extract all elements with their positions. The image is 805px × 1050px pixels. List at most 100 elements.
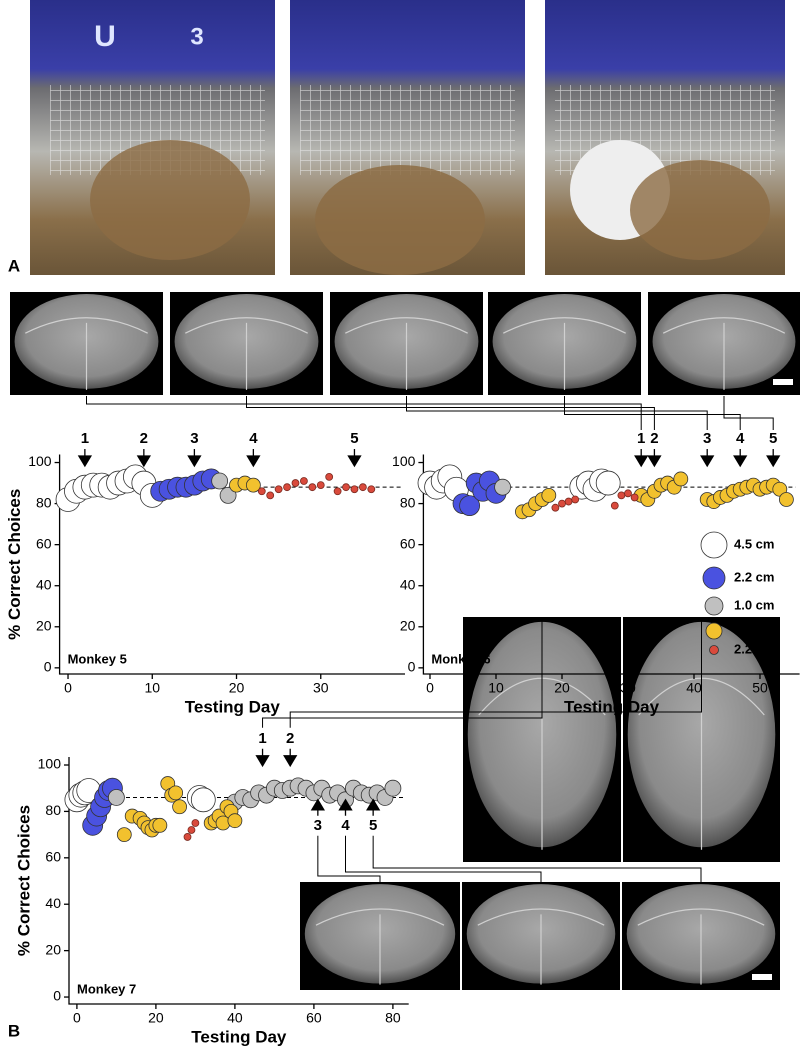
x-tick-label: 40 xyxy=(227,1010,243,1026)
monkey xyxy=(90,140,250,260)
connector xyxy=(345,835,542,882)
x-axis-label: Testing Day xyxy=(185,697,281,716)
data-point xyxy=(308,483,317,492)
arrow-label: 2 xyxy=(286,730,294,747)
data-point xyxy=(595,470,621,496)
data-point xyxy=(283,483,291,492)
data-point xyxy=(183,833,192,841)
data-point xyxy=(191,819,200,827)
y-axis-label: % Correct Choices xyxy=(14,805,33,956)
arrow xyxy=(647,449,662,468)
connector xyxy=(289,617,702,728)
data-point xyxy=(541,487,557,503)
monkey-label: Monkey 6 xyxy=(431,651,490,666)
mri-fold xyxy=(345,317,468,390)
data-point xyxy=(219,486,237,504)
data-point xyxy=(358,483,367,492)
y-tick-label: 60 xyxy=(45,849,61,865)
connector xyxy=(262,617,543,728)
legend-label: 4.5 mm xyxy=(734,622,779,637)
panel-label: B xyxy=(8,1021,20,1040)
x-tick-label: 50 xyxy=(752,680,768,696)
arrow-label: 2 xyxy=(650,430,658,447)
arrow xyxy=(187,449,202,468)
axis-line xyxy=(422,454,800,675)
data-point xyxy=(333,487,342,496)
arrow-label: 3 xyxy=(703,430,711,447)
legend-label: 2.2 cm xyxy=(734,569,774,584)
x-tick-label: 0 xyxy=(64,680,72,696)
y-tick-label: 80 xyxy=(36,494,52,510)
data-point xyxy=(316,481,325,490)
data-point xyxy=(624,489,632,498)
legend-swatch xyxy=(700,531,728,559)
arrow xyxy=(77,449,93,468)
arrow xyxy=(733,449,748,468)
monkey-label: Monkey 7 xyxy=(77,981,136,996)
monkey xyxy=(315,165,485,275)
arrow-label: 5 xyxy=(350,430,358,447)
data-point xyxy=(350,485,359,494)
x-tick-label: 20 xyxy=(148,1010,164,1026)
axis-line xyxy=(58,454,405,675)
data-point xyxy=(257,487,266,496)
mri-fold xyxy=(637,908,765,985)
y-tick-label: 20 xyxy=(45,941,61,957)
x-tick-label: 60 xyxy=(306,1010,322,1026)
axis-line xyxy=(68,757,409,1005)
data-point xyxy=(384,779,402,797)
data-point xyxy=(551,503,560,512)
data-point xyxy=(266,491,275,500)
mri-fold xyxy=(25,317,148,390)
arrow xyxy=(338,798,353,816)
arrow xyxy=(255,748,270,768)
y-tick-label: 0 xyxy=(53,988,61,1004)
data-point xyxy=(325,473,334,481)
arrow xyxy=(366,798,381,816)
data-point xyxy=(168,785,184,801)
x-tick-label: 0 xyxy=(426,680,434,696)
data-point xyxy=(494,478,512,496)
mri-fold xyxy=(662,317,786,390)
y-axis-label: % Correct Choices xyxy=(5,489,24,640)
data-point xyxy=(617,491,626,500)
arrow-label: 4 xyxy=(249,430,258,447)
arrow-label: 1 xyxy=(81,430,89,447)
arrow-label: 3 xyxy=(190,430,198,447)
scale-bar xyxy=(773,379,793,385)
data-point xyxy=(172,799,188,815)
connector xyxy=(86,396,642,430)
arrow xyxy=(347,449,362,468)
y-tick-label: 100 xyxy=(392,453,416,469)
arrow-label: 4 xyxy=(341,817,350,834)
arrow xyxy=(283,748,298,768)
arrow xyxy=(136,449,151,468)
arrow xyxy=(246,449,261,468)
data-point xyxy=(291,479,300,487)
panel-label: A xyxy=(8,256,20,275)
y-tick-label: 0 xyxy=(44,659,52,675)
data-point xyxy=(367,485,376,494)
x-tick-label: 30 xyxy=(313,680,329,696)
arrow-label: 5 xyxy=(369,817,377,834)
y-tick-label: 40 xyxy=(400,576,416,592)
y-tick-label: 80 xyxy=(400,494,416,510)
data-point xyxy=(187,826,196,834)
legend-swatch xyxy=(702,566,726,590)
arrow-label: 2 xyxy=(140,430,148,447)
arrow-label: 3 xyxy=(314,817,322,834)
y-tick-label: 20 xyxy=(36,617,52,633)
data-point xyxy=(558,499,566,508)
data-point xyxy=(227,813,243,829)
data-point xyxy=(342,483,350,492)
screen-glyph: U xyxy=(94,20,116,53)
data-point xyxy=(152,817,168,833)
monkey-label: Monkey 5 xyxy=(68,651,127,666)
data-point xyxy=(610,501,619,510)
y-tick-label: 40 xyxy=(45,895,61,911)
y-tick-label: 20 xyxy=(400,617,416,633)
y-tick-label: 80 xyxy=(45,802,61,818)
x-axis-label: Testing Day xyxy=(564,697,660,716)
monkey xyxy=(630,160,770,260)
